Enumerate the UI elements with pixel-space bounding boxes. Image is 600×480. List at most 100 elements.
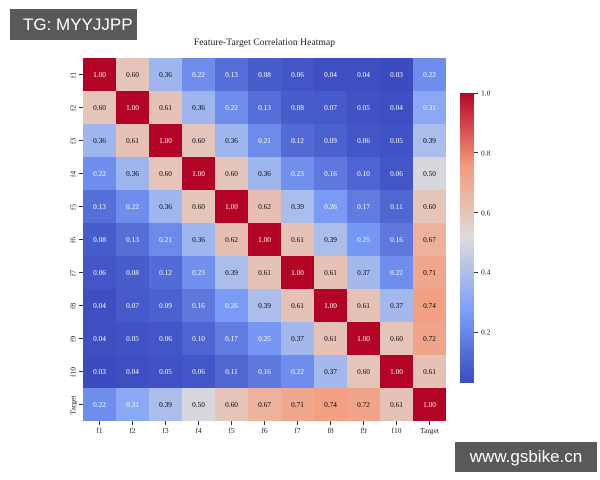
y-tick-label-f2: f2 bbox=[68, 104, 78, 111]
heatmap-cell-f1-f8: 0.04 bbox=[314, 58, 347, 91]
heatmap-cell-Target-f4: 0.50 bbox=[182, 388, 215, 421]
heatmap-cell-f6-f3: 0.21 bbox=[149, 223, 182, 256]
heatmap-cell-f1-f6: 0.08 bbox=[248, 58, 281, 91]
heatmap-cell-f5-f1: 0.13 bbox=[83, 190, 116, 223]
heatmap-cell-f7-f6: 0.61 bbox=[248, 256, 281, 289]
y-tick-label-f5: f5 bbox=[68, 203, 78, 210]
heatmap-cell-f1-f4: 0.22 bbox=[182, 58, 215, 91]
heatmap-cell-f8-f5: 0.26 bbox=[215, 289, 248, 322]
colorbar-tick-mark bbox=[474, 271, 478, 273]
heatmap-cell-Target-f8: 0.74 bbox=[314, 388, 347, 421]
heatmap-cell-f5-f10: 0.11 bbox=[380, 190, 413, 223]
heatmap-cell-f7-f9: 0.37 bbox=[347, 256, 380, 289]
heatmap-cell-f5-f2: 0.22 bbox=[116, 190, 149, 223]
colorbar-tick-mark bbox=[474, 152, 478, 154]
x-tick-label-f2: f2 bbox=[129, 426, 136, 435]
colorbar-tick-mark bbox=[474, 331, 478, 333]
heatmap-cell-f6-f1: 0.08 bbox=[83, 223, 116, 256]
y-tick-label-f6: f6 bbox=[68, 236, 78, 243]
x-tick-label-f8: f8 bbox=[327, 426, 334, 435]
heatmap-cell-f4-f7: 0.23 bbox=[281, 157, 314, 190]
heatmap-cell-f7-Target: 0.71 bbox=[413, 256, 446, 289]
heatmap-cell-f10-f4: 0.06 bbox=[182, 355, 215, 388]
heatmap-cell-f3-f1: 0.36 bbox=[83, 124, 116, 157]
colorbar-tick-mark bbox=[474, 212, 478, 214]
heatmap-cell-f10-f6: 0.16 bbox=[248, 355, 281, 388]
y-tick-label-f9: f9 bbox=[68, 335, 78, 342]
x-tick-mark bbox=[132, 421, 133, 425]
y-tick-label-f10: f10 bbox=[68, 366, 78, 377]
heatmap-cell-f9-f3: 0.06 bbox=[149, 322, 182, 355]
heatmap-cell-Target-f7: 0.71 bbox=[281, 388, 314, 421]
y-tick-mark bbox=[79, 107, 83, 108]
colorbar bbox=[460, 93, 474, 383]
x-tick-label-f9: f9 bbox=[360, 426, 367, 435]
watermark-text: www.gsbike.cn bbox=[469, 447, 583, 466]
heatmap-cell-f6-f6: 1.00 bbox=[248, 223, 281, 256]
heatmap-cell-f1-f1: 1.00 bbox=[83, 58, 116, 91]
y-tick-mark bbox=[79, 371, 83, 372]
heatmap-cell-f5-Target: 0.60 bbox=[413, 190, 446, 223]
x-tick-mark bbox=[198, 421, 199, 425]
heatmap-cell-f3-f7: 0.12 bbox=[281, 124, 314, 157]
heatmap-cell-f2-f7: 0.08 bbox=[281, 91, 314, 124]
x-tick-label-f10: f10 bbox=[391, 426, 402, 435]
heatmap-cell-f3-f3: 1.00 bbox=[149, 124, 182, 157]
y-tick-mark bbox=[79, 305, 83, 306]
x-tick-mark bbox=[330, 421, 331, 425]
heatmap-cell-f8-f6: 0.39 bbox=[248, 289, 281, 322]
y-tick-mark bbox=[79, 272, 83, 273]
x-tick-mark bbox=[99, 421, 100, 425]
x-tick-label-f7: f7 bbox=[294, 426, 301, 435]
heatmap-cell-f1-f5: 0.13 bbox=[215, 58, 248, 91]
heatmap-cell-Target-f3: 0.39 bbox=[149, 388, 182, 421]
heatmap-cell-f9-f8: 0.61 bbox=[314, 322, 347, 355]
x-tick-mark bbox=[297, 421, 298, 425]
heatmap-cell-f5-f9: 0.17 bbox=[347, 190, 380, 223]
heatmap-cell-f3-f9: 0.06 bbox=[347, 124, 380, 157]
heatmap-cell-f2-f6: 0.13 bbox=[248, 91, 281, 124]
heatmap-cell-Target-f1: 0.22 bbox=[83, 388, 116, 421]
heatmap-cell-f4-f2: 0.36 bbox=[116, 157, 149, 190]
heatmap-cell-Target-f2: 0.31 bbox=[116, 388, 149, 421]
x-tick-label-f5: f5 bbox=[228, 426, 235, 435]
y-tick-mark bbox=[79, 239, 83, 240]
heatmap-cell-f1-f9: 0.04 bbox=[347, 58, 380, 91]
y-tick-mark bbox=[79, 140, 83, 141]
heatmap-cell-f9-f6: 0.25 bbox=[248, 322, 281, 355]
heatmap-cell-f8-f9: 0.61 bbox=[347, 289, 380, 322]
heatmap-cell-f4-f4: 1.00 bbox=[182, 157, 215, 190]
heatmap-cell-f6-f10: 0.16 bbox=[380, 223, 413, 256]
heatmap-cell-f3-f8: 0.09 bbox=[314, 124, 347, 157]
chart-title: Feature-Target Correlation Heatmap bbox=[193, 38, 336, 48]
heatmap-cell-f1-f2: 0.60 bbox=[116, 58, 149, 91]
heatmap-cell-f6-f5: 0.62 bbox=[215, 223, 248, 256]
heatmap-cell-Target-f10: 0.61 bbox=[380, 388, 413, 421]
heatmap-cell-f2-f4: 0.36 bbox=[182, 91, 215, 124]
heatmap-cell-f6-f2: 0.13 bbox=[116, 223, 149, 256]
heatmap-cell-f3-f10: 0.05 bbox=[380, 124, 413, 157]
heatmap-cell-f4-Target: 0.50 bbox=[413, 157, 446, 190]
heatmap-cell-f4-f8: 0.16 bbox=[314, 157, 347, 190]
heatmap-cell-f8-f10: 0.37 bbox=[380, 289, 413, 322]
heatmap-cell-f8-f8: 1.00 bbox=[314, 289, 347, 322]
x-tick-mark bbox=[363, 421, 364, 425]
heatmap-cell-f9-f4: 0.10 bbox=[182, 322, 215, 355]
heatmap-grid: 1.00 0.60 0.36 0.22 0.13 0.08 0.06 0.04 0.04 0.03… bbox=[83, 58, 446, 421]
heatmap-cell-f8-f2: 0.07 bbox=[116, 289, 149, 322]
heatmap-cell-f4-f10: 0.06 bbox=[380, 157, 413, 190]
heatmap-cell-f2-f8: 0.07 bbox=[314, 91, 347, 124]
y-tick-label-f1: f1 bbox=[68, 71, 78, 78]
y-tick-label-f7: f7 bbox=[68, 269, 78, 276]
colorbar-tick-label-0.2: 0.2 bbox=[481, 327, 491, 337]
heatmap-cell-f7-f1: 0.06 bbox=[83, 256, 116, 289]
heatmap-cell-f6-f7: 0.61 bbox=[281, 223, 314, 256]
heatmap-cell-f9-f2: 0.05 bbox=[116, 322, 149, 355]
heatmap-cell-f2-Target: 0.31 bbox=[413, 91, 446, 124]
y-tick-mark bbox=[79, 74, 83, 75]
x-tick-mark bbox=[396, 421, 397, 425]
colorbar-tick-label-0.6: 0.6 bbox=[481, 208, 491, 218]
colorbar-tick-label-0.4: 0.4 bbox=[481, 267, 491, 277]
heatmap-cell-f1-f3: 0.36 bbox=[149, 58, 182, 91]
x-tick-mark bbox=[165, 421, 166, 425]
